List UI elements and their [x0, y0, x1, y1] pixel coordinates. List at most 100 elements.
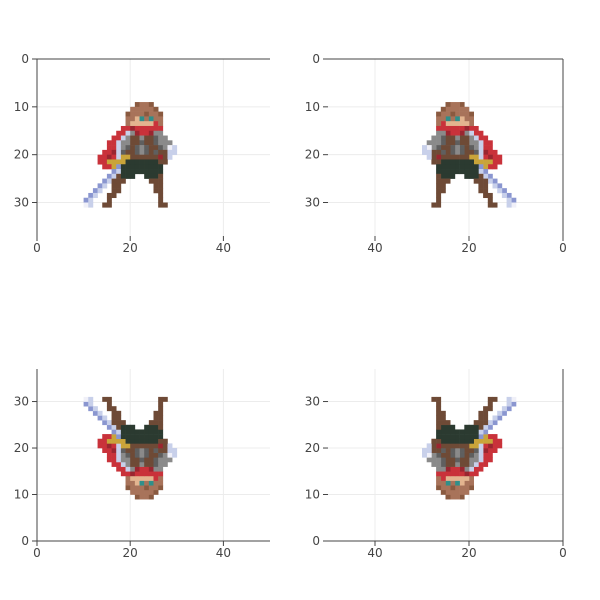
- sprite-pixel: [125, 135, 131, 141]
- sprite-pixel: [478, 149, 484, 155]
- sprite-pixel: [153, 121, 159, 127]
- sprite-pixel: [111, 135, 117, 141]
- sprite-pixel: [464, 434, 470, 440]
- sprite-pixel: [158, 461, 164, 467]
- sprite-pixel: [483, 140, 489, 146]
- sprite-pixel: [459, 121, 465, 127]
- sprite-pixel: [158, 135, 164, 141]
- sprite-pixel: [106, 434, 112, 440]
- sprite-pixel: [473, 140, 479, 146]
- sprite-pixel: [487, 178, 493, 184]
- x-tick-label: 0: [559, 241, 567, 255]
- sprite-pixel: [111, 410, 117, 416]
- sprite-pixel: [478, 135, 484, 141]
- sprite-pixel: [483, 443, 489, 449]
- sprite-pixel: [431, 202, 437, 208]
- sprite-pixel: [88, 396, 94, 402]
- sprite-pixel: [130, 457, 136, 463]
- sprite-pixel: [469, 116, 474, 122]
- sprite-pixel: [440, 429, 446, 435]
- sprite-pixel: [130, 154, 136, 160]
- sprite-pixel: [464, 173, 470, 179]
- sprite-pixel: [483, 410, 489, 416]
- sprite-pixel: [125, 140, 131, 146]
- sprite-pixel: [134, 125, 140, 132]
- sprite-pixel: [469, 461, 474, 467]
- sprite-pixel: [130, 106, 136, 112]
- sprite-pixel: [139, 461, 145, 467]
- sprite-pixel: [478, 159, 484, 165]
- sprite-pixel: [473, 145, 479, 151]
- sprite-pixel: [111, 429, 117, 435]
- sprite-pixel: [440, 420, 446, 426]
- sprite-pixel: [139, 154, 145, 160]
- sprite-pixel: [506, 406, 512, 412]
- sprite-pixel: [450, 135, 456, 141]
- sprite-pixel: [153, 485, 159, 491]
- sprite-pixel: [501, 410, 507, 416]
- sprite-pixel: [440, 452, 446, 458]
- sprite-pixel: [167, 140, 173, 146]
- sprite-pixel: [144, 485, 150, 491]
- sprite-pixel: [102, 149, 108, 155]
- sprite-pixel: [120, 149, 126, 155]
- sprite-pixel: [492, 448, 498, 453]
- sprite-pixel: [125, 448, 131, 453]
- sprite-pixel: [134, 466, 140, 472]
- sprite-pixel: [445, 443, 451, 449]
- sprite-pixel: [92, 406, 98, 412]
- sprite-pixel: [483, 164, 489, 170]
- sprite-pixel: [459, 475, 465, 481]
- sprite-pixel: [144, 145, 150, 151]
- sprite-pixel: [478, 457, 484, 463]
- y-tick-label: 0: [21, 534, 29, 548]
- sprite-pixel: [130, 130, 136, 136]
- sprite-pixel: [450, 159, 456, 165]
- sprite-pixel: [106, 149, 112, 155]
- sprite-pixel: [130, 140, 136, 146]
- sprite-pixel: [120, 434, 126, 440]
- sprite-pixel: [158, 466, 164, 472]
- sprite-pixel: [130, 466, 136, 472]
- sprite-pixel: [483, 406, 489, 412]
- sprite-pixel: [153, 457, 159, 463]
- sprite-pixel: [454, 429, 460, 435]
- sprite-pixel: [130, 169, 136, 175]
- sprite-pixel: [116, 188, 122, 194]
- sprite-pixel: [483, 438, 489, 444]
- sprite-pixel: [497, 159, 503, 165]
- sprite-pixel: [473, 461, 479, 467]
- sprite-pixel: [139, 457, 145, 463]
- sprite-pixel: [445, 480, 451, 486]
- sprite-pixel: [148, 438, 154, 444]
- sprite-pixel: [431, 140, 437, 146]
- sprite-pixel: [158, 192, 164, 199]
- sprite-pixel: [454, 489, 460, 495]
- sprite-pixel: [148, 452, 154, 458]
- sprite-pixel: [440, 183, 446, 189]
- x-tick-label: 0: [559, 546, 567, 560]
- sprite-pixel: [431, 448, 437, 453]
- sprite-pixel: [440, 415, 446, 421]
- sprite-pixel: [464, 489, 470, 495]
- sprite-pixel: [134, 494, 140, 500]
- sprite-pixel: [134, 461, 140, 467]
- sprite-pixel: [153, 169, 159, 175]
- sprite-pixel: [158, 438, 164, 444]
- sprite-pixel: [125, 466, 131, 472]
- sprite-pixel: [445, 135, 451, 141]
- sprite-pixel: [454, 149, 460, 155]
- x-tick-label: 20: [123, 241, 138, 255]
- sprite-pixel: [459, 471, 465, 477]
- sprite-pixel: [478, 466, 484, 472]
- sprite-pixel: [440, 466, 446, 472]
- sprite-pixel: [478, 420, 484, 426]
- sprite-pixel: [162, 145, 168, 151]
- sprite-pixel: [158, 125, 164, 132]
- sprite-pixel: [431, 159, 437, 165]
- sprite-pixel: [454, 434, 460, 440]
- sprite-pixel: [473, 424, 479, 430]
- sprite-pixel: [148, 443, 154, 449]
- sprite-pixel: [139, 125, 145, 132]
- sprite-pixel: [83, 202, 89, 208]
